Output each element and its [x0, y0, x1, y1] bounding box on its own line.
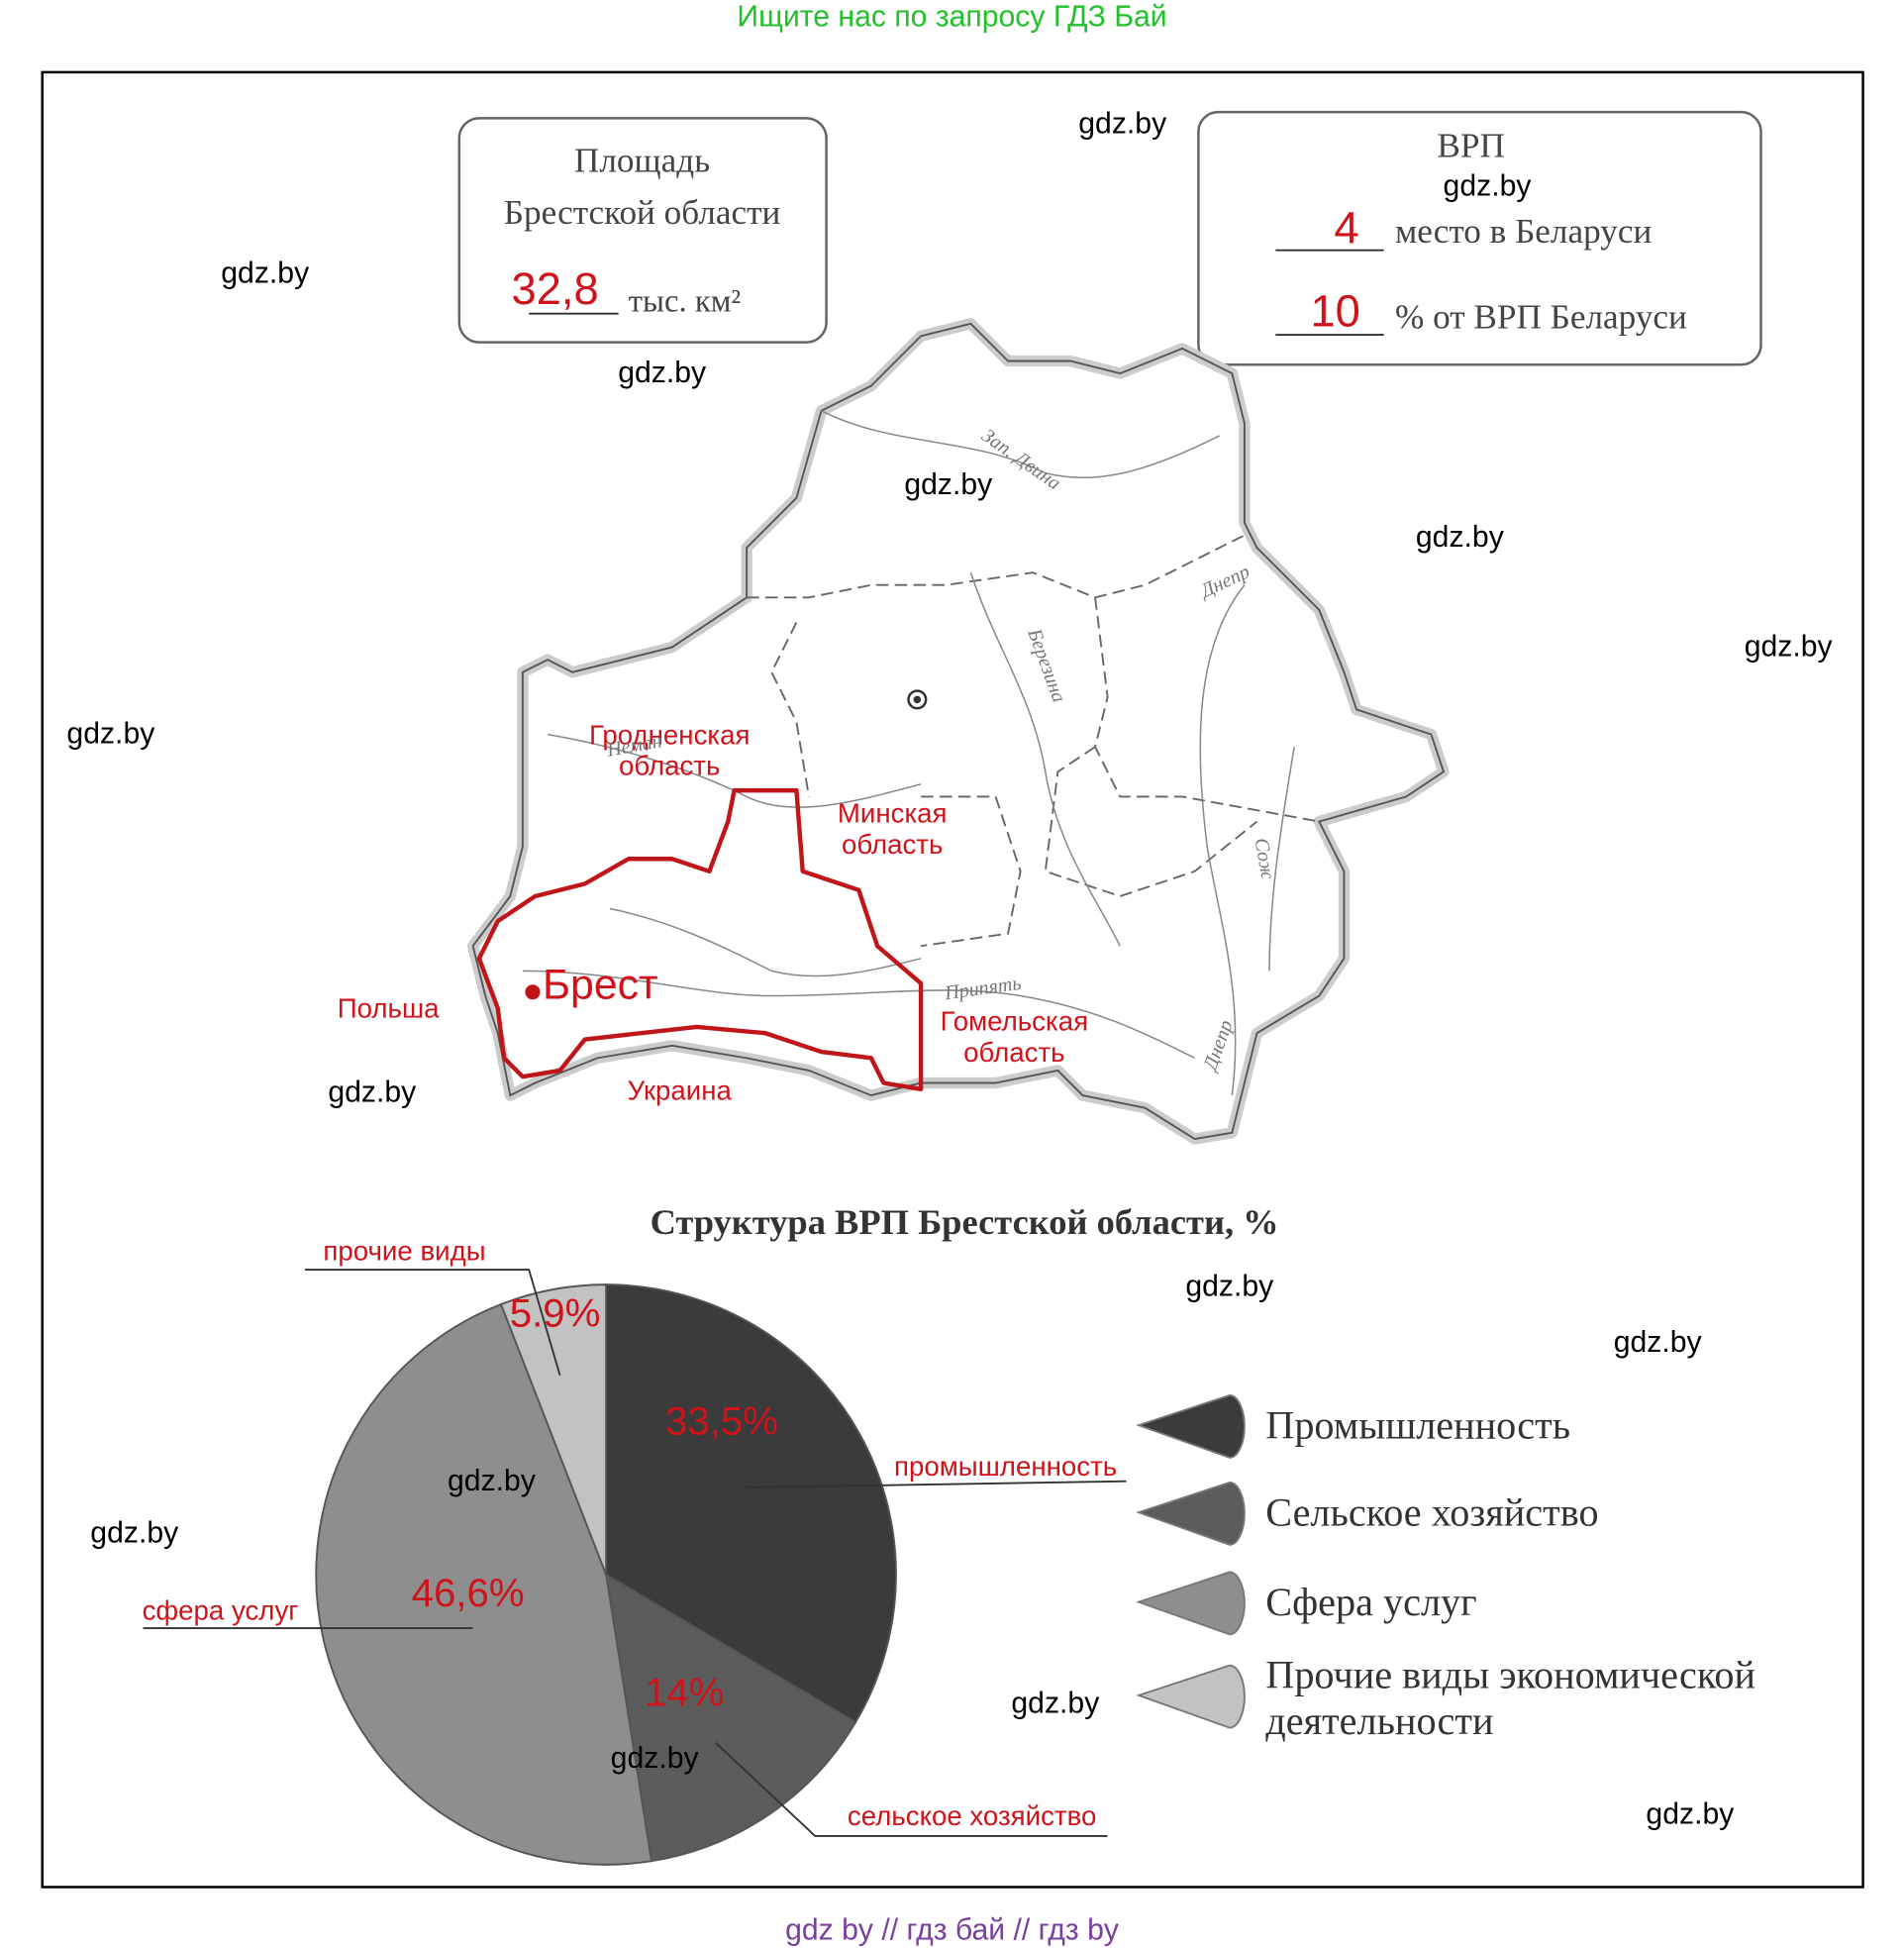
legend-marker: [1136, 1394, 1246, 1459]
legend-marker: [1136, 1482, 1246, 1546]
box-title: Площадь: [573, 142, 711, 181]
area-box: [457, 117, 828, 344]
region-label: Минская область: [837, 797, 948, 861]
brest-dot: [525, 984, 541, 1000]
callout-line: [747, 1480, 1127, 1488]
pie-slice: [499, 1283, 608, 1576]
region-border: [747, 534, 1246, 599]
watermark: gdz.by: [90, 1516, 179, 1551]
value-label: 5.9%: [509, 1289, 601, 1336]
river: [969, 571, 1121, 947]
watermark: gdz.by: [448, 1464, 536, 1498]
callout: промышленность: [894, 1450, 1118, 1483]
box-title: ВРП: [1437, 127, 1505, 166]
river: [609, 907, 922, 977]
region-label: Гродненская область: [588, 719, 751, 782]
watermark: gdz.by: [1646, 1797, 1735, 1832]
box-text: место в Беларуси: [1394, 212, 1653, 252]
frame: [41, 70, 1864, 1889]
watermark: gdz.by: [1415, 520, 1504, 555]
legend-label: Сфера услуг: [1265, 1579, 1477, 1624]
pie-chart: [143, 1269, 1246, 1866]
brest-region: [476, 787, 924, 1091]
region-border: [770, 622, 810, 797]
river: [1268, 747, 1295, 972]
watermark: gdz.by: [328, 1076, 417, 1110]
legend-label: Промышленность: [1265, 1402, 1571, 1448]
river: [547, 733, 922, 808]
box-text: % от ВРП Беларуси: [1394, 298, 1687, 338]
legend-marker: [1136, 1571, 1246, 1636]
rivers: [522, 410, 1295, 1096]
footer: gdz by // гдз бай // гдз by: [785, 1913, 1119, 1948]
watermark: gdz.by: [1613, 1325, 1702, 1360]
unit: тыс. км²: [628, 282, 742, 319]
value-label: 46,6%: [411, 1570, 525, 1615]
chart-title: Структура ВРП Брестской области, %: [650, 1202, 1279, 1243]
legend-label: Прочие виды экономической деятельности: [1265, 1652, 1755, 1743]
answer: 32,8: [511, 262, 599, 315]
watermark: gdz.by: [66, 717, 155, 752]
watermark: gdz.by: [221, 256, 310, 291]
header: Ищите нас по запросу ГДЗ Бай: [737, 0, 1167, 35]
grp-box: [1197, 110, 1762, 366]
river: [522, 970, 1195, 1060]
city-label: Брест: [543, 961, 658, 1009]
watermark: gdz.by: [1744, 630, 1833, 665]
country-label: Украина: [627, 1075, 732, 1106]
callout: сфера услуг: [142, 1594, 299, 1626]
pie-slice: [604, 1573, 857, 1863]
river: [821, 410, 1221, 478]
answer: 4: [1334, 202, 1359, 254]
box-title: Брестской области: [503, 193, 781, 233]
watermark: gdz.by: [904, 467, 993, 502]
region-border: [1044, 746, 1258, 897]
watermark: gdz.by: [1078, 107, 1167, 142]
watermark: gdz.by: [618, 356, 707, 390]
river: [1199, 584, 1246, 1096]
watermark: gdz.by: [1185, 1270, 1274, 1304]
answer: 10: [1310, 285, 1360, 337]
watermark: gdz.by: [1011, 1687, 1100, 1721]
region-border: [920, 795, 1022, 948]
callout: прочие виды: [323, 1235, 486, 1267]
pie-slice: [315, 1302, 653, 1866]
value-label: 33,5%: [664, 1398, 779, 1444]
legend-label: Сельское хозяйство: [1265, 1489, 1599, 1535]
watermark: gdz.by: [1443, 169, 1532, 204]
callout: сельское хозяйство: [847, 1799, 1097, 1832]
watermark: gdz.by: [610, 1741, 699, 1776]
callout-line: [715, 1741, 1108, 1837]
region-border: [1094, 597, 1320, 823]
pie-slice: [605, 1283, 897, 1724]
country-label: Польша: [337, 992, 440, 1024]
callout-line: [304, 1269, 561, 1377]
value-label: 14%: [645, 1670, 725, 1715]
region-label: Гомельская область: [940, 1005, 1089, 1069]
capital-dot: [913, 695, 922, 704]
legend-marker: [1136, 1664, 1246, 1729]
region-borders: [747, 534, 1320, 948]
